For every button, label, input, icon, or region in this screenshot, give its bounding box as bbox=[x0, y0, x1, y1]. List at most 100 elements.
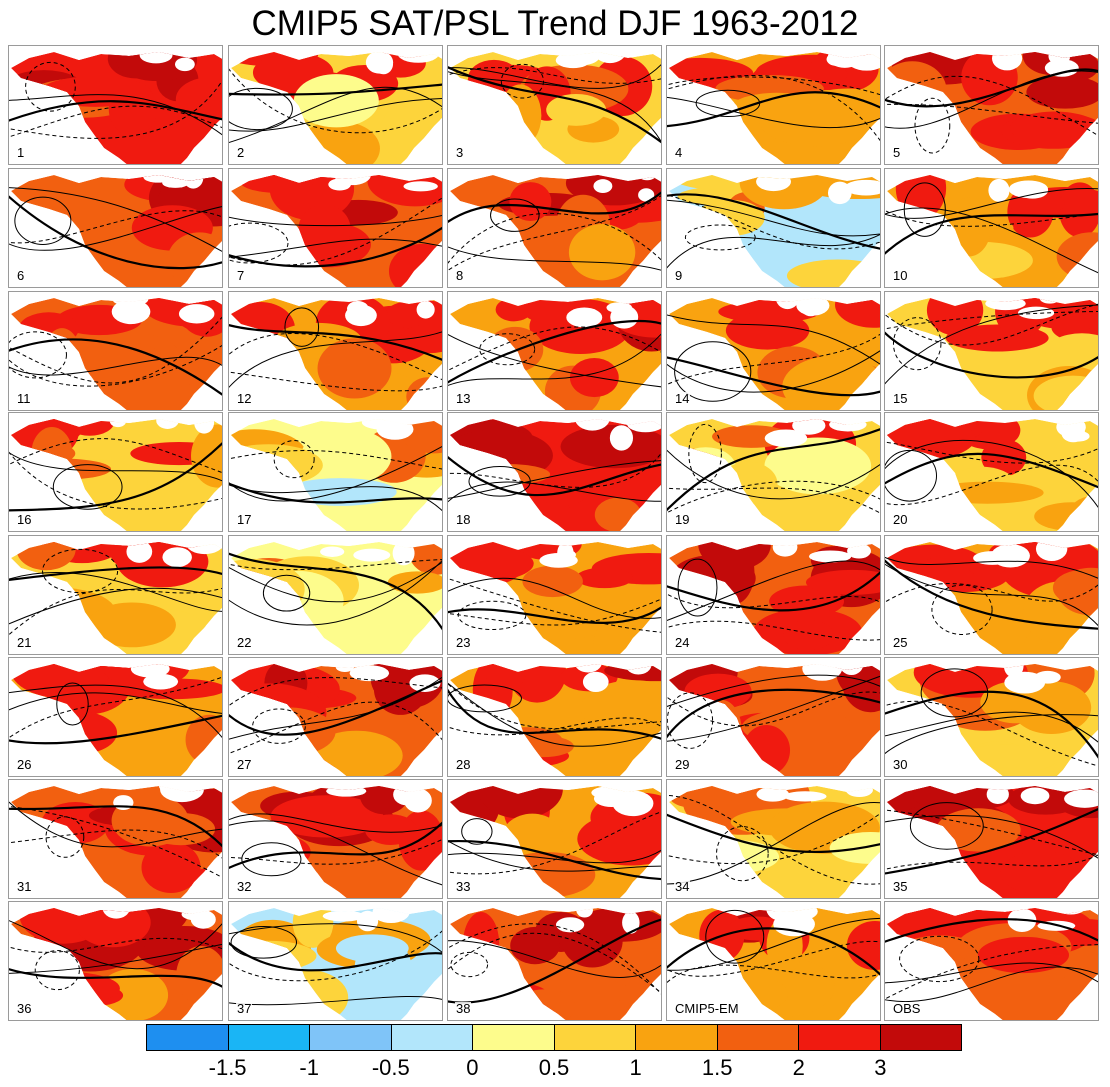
missing-data-patch bbox=[1039, 298, 1060, 304]
psl-contour bbox=[52, 464, 123, 510]
psl-contour bbox=[448, 606, 661, 624]
panel-label: CMIP5-EM bbox=[674, 1001, 740, 1016]
sat-anomaly bbox=[725, 311, 810, 350]
psl-contour bbox=[229, 197, 442, 266]
missing-data-patch bbox=[582, 671, 609, 692]
missing-data-patch bbox=[335, 664, 355, 673]
missing-data-patch bbox=[372, 908, 410, 924]
psl-contour bbox=[667, 812, 880, 865]
sat-anomaly bbox=[1045, 333, 1098, 372]
psl-contour bbox=[25, 61, 76, 112]
psl-contour bbox=[34, 950, 80, 991]
psl-contour bbox=[9, 801, 222, 848]
psl-contour bbox=[229, 820, 442, 886]
psl-contour bbox=[9, 94, 222, 136]
colorbar-tick-label: 2 bbox=[792, 1055, 805, 1080]
trend-map bbox=[229, 419, 442, 531]
psl-contour bbox=[448, 598, 661, 626]
psl-contour bbox=[229, 559, 442, 626]
psl-contour bbox=[229, 86, 442, 143]
trend-map bbox=[229, 52, 442, 164]
trend-map bbox=[885, 419, 1098, 531]
psl-contour bbox=[448, 333, 661, 388]
panel-label: 38 bbox=[455, 1001, 472, 1016]
panel-label: 33 bbox=[455, 879, 472, 894]
psl-contour bbox=[667, 692, 714, 749]
psl-contour bbox=[885, 807, 1098, 875]
sat-anomaly bbox=[399, 324, 442, 354]
psl-contour bbox=[9, 210, 222, 244]
map-panel: 4 bbox=[666, 45, 881, 165]
psl-contour bbox=[695, 89, 761, 118]
missing-data-patch bbox=[404, 788, 432, 813]
sat-anomaly bbox=[116, 542, 209, 588]
psl-contour bbox=[667, 199, 880, 237]
sat-anomaly bbox=[977, 936, 1069, 974]
psl-contour bbox=[9, 438, 222, 474]
panel-label: 29 bbox=[674, 757, 691, 772]
sat-anomaly bbox=[42, 328, 82, 392]
colorbar-swatch bbox=[799, 1025, 881, 1050]
panel-label: 12 bbox=[236, 391, 253, 406]
panel-label: 28 bbox=[455, 757, 472, 772]
sat-anomaly bbox=[891, 829, 948, 885]
sat-anomaly bbox=[783, 620, 834, 651]
panel-label: 24 bbox=[674, 635, 691, 650]
psl-contour bbox=[229, 83, 442, 96]
map-panel: 32 bbox=[228, 779, 443, 899]
psl-contour bbox=[9, 571, 222, 612]
sat-anomaly bbox=[16, 542, 76, 571]
trend-map bbox=[229, 175, 442, 287]
missing-data-patch bbox=[756, 175, 791, 192]
psl-contour bbox=[448, 191, 661, 224]
sat-anomaly bbox=[269, 175, 355, 221]
map-panel: 12 bbox=[228, 291, 443, 411]
psl-contour bbox=[705, 909, 765, 964]
psl-contour bbox=[448, 67, 661, 84]
missing-data-patch bbox=[610, 305, 639, 329]
sat-anomaly bbox=[681, 839, 780, 874]
map-panel: 13 bbox=[447, 291, 662, 411]
panel-label: 23 bbox=[455, 635, 472, 650]
trend-map bbox=[448, 664, 661, 776]
psl-contour bbox=[885, 714, 1098, 755]
panel-label: 2 bbox=[236, 145, 246, 160]
psl-contour bbox=[885, 814, 1098, 859]
panel-label: 7 bbox=[236, 268, 246, 283]
psl-contour bbox=[667, 91, 880, 128]
psl-contour bbox=[229, 821, 442, 870]
psl-contour bbox=[885, 70, 1098, 129]
missing-data-patch bbox=[829, 419, 867, 432]
trend-map bbox=[229, 664, 442, 776]
missing-data-patch bbox=[808, 550, 852, 563]
psl-contour bbox=[9, 806, 222, 878]
psl-contour bbox=[9, 676, 222, 739]
sat-anomaly bbox=[580, 680, 661, 737]
psl-contour bbox=[490, 198, 540, 232]
missing-data-patch bbox=[1048, 52, 1071, 66]
psl-contour bbox=[885, 311, 1098, 330]
psl-contour bbox=[9, 451, 222, 510]
map-panel: 21 bbox=[8, 535, 223, 655]
sat-anomaly bbox=[243, 115, 299, 164]
panel-label: 15 bbox=[892, 391, 909, 406]
psl-contour bbox=[273, 440, 315, 479]
trend-map bbox=[9, 52, 222, 164]
panel-label: 21 bbox=[16, 635, 33, 650]
trend-map bbox=[667, 298, 880, 410]
colorbar-tick-label: 3 bbox=[874, 1055, 887, 1080]
missing-data-patch bbox=[356, 910, 379, 932]
psl-contour bbox=[667, 801, 880, 885]
missing-data-patch bbox=[638, 188, 655, 202]
sat-anomaly bbox=[758, 91, 874, 147]
psl-contour bbox=[448, 688, 661, 740]
map-panel: 23 bbox=[447, 535, 662, 655]
psl-contour bbox=[667, 688, 880, 739]
trend-map bbox=[9, 419, 222, 531]
psl-contour bbox=[9, 566, 222, 582]
psl-contour bbox=[448, 940, 661, 978]
sat-anomaly bbox=[507, 664, 567, 703]
psl-contour bbox=[688, 423, 722, 484]
psl-contour bbox=[885, 809, 1098, 856]
psl-contour bbox=[885, 331, 1098, 379]
